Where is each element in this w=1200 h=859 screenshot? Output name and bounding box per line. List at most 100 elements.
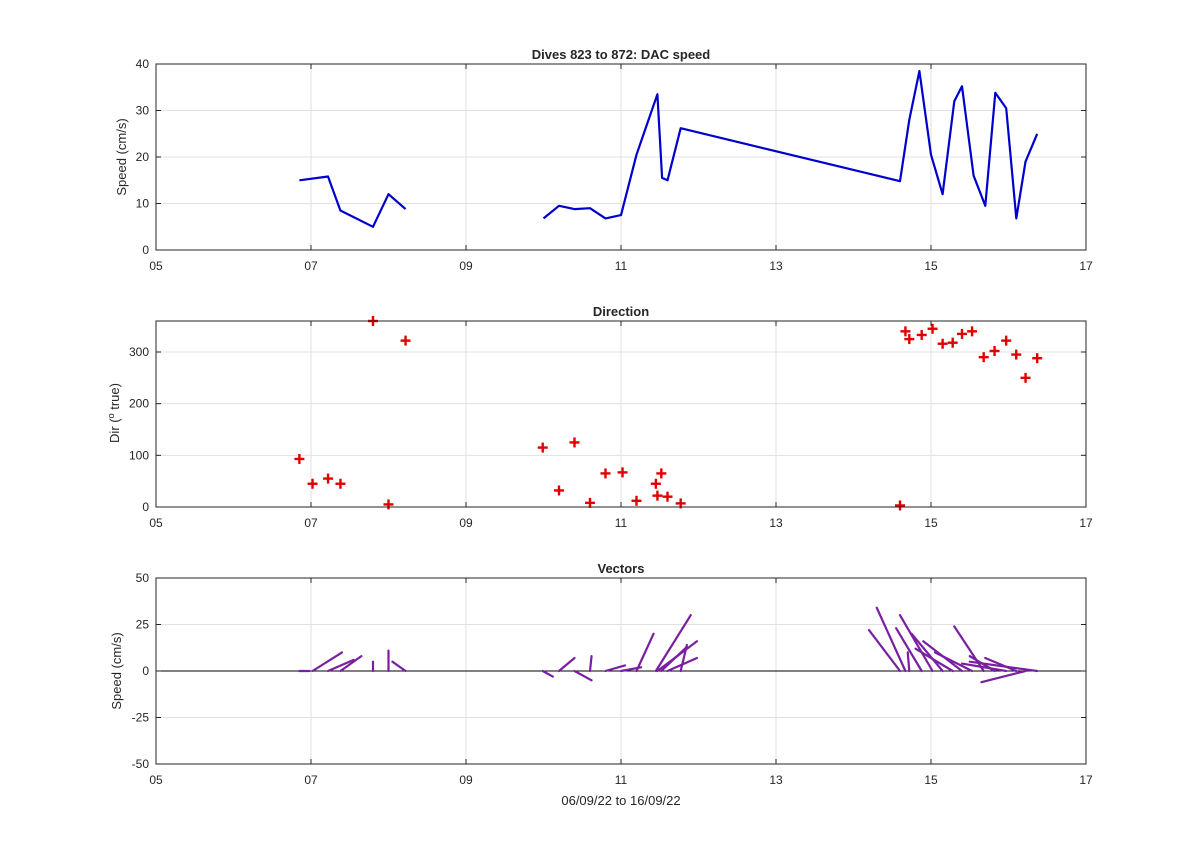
current-vector <box>619 666 643 673</box>
current-vector <box>898 614 934 673</box>
x-tick-label: 05 <box>149 516 163 530</box>
current-vector <box>339 655 363 673</box>
x-tick-label: 09 <box>459 259 473 273</box>
speed-series <box>299 69 1039 228</box>
current-vector <box>933 651 974 673</box>
direction-point <box>600 468 611 479</box>
direction-point <box>650 478 661 489</box>
direction-point <box>927 323 938 334</box>
x-tick-label: 15 <box>924 773 938 787</box>
x-tick-label: 07 <box>304 773 318 787</box>
current-vector <box>588 655 593 673</box>
x-tick-label: 17 <box>1079 259 1093 273</box>
direction-point <box>967 326 978 337</box>
direction-point <box>947 337 958 348</box>
y-tick-label: 0 <box>142 664 149 678</box>
x-tick-label: 11 <box>615 259 628 273</box>
speed-line-segment <box>299 175 407 228</box>
x-tick-label: 13 <box>769 773 783 787</box>
direction-chart-title: Direction <box>593 304 649 319</box>
direction-point <box>307 478 318 489</box>
direction-point <box>1011 349 1022 360</box>
direction-point <box>569 437 580 448</box>
direction-point <box>335 478 346 489</box>
direction-point <box>904 334 915 345</box>
x-tick-label: 09 <box>459 516 473 530</box>
direction-point <box>1001 335 1012 346</box>
current-vector <box>391 660 407 673</box>
current-vector <box>910 632 944 673</box>
x-tick-label: 17 <box>1079 516 1093 530</box>
current-vector <box>604 664 626 673</box>
y-tick-label: -25 <box>132 711 150 725</box>
y-tick-label: 300 <box>129 345 149 359</box>
direction-point <box>1020 372 1031 383</box>
direction-series <box>294 316 1043 511</box>
x-tick-label: 07 <box>304 259 318 273</box>
direction-point <box>978 352 989 363</box>
x-tick-label: 15 <box>924 516 938 530</box>
current-vector <box>960 662 1008 673</box>
direction-point <box>400 335 411 346</box>
current-vector <box>654 614 692 673</box>
y-tick-label: 10 <box>136 197 150 211</box>
direction-point <box>916 329 927 340</box>
direction-point <box>662 491 673 502</box>
direction-point <box>937 338 948 349</box>
current-vector <box>557 656 576 673</box>
direction-point <box>656 468 667 479</box>
x-tick-label: 13 <box>769 516 783 530</box>
speed-line-segment <box>542 69 1039 220</box>
current-vector <box>875 606 907 673</box>
current-vector <box>984 656 1018 673</box>
speed-y-axis-label: Speed (cm/s) <box>114 118 129 195</box>
y-tick-label: 100 <box>129 448 149 462</box>
direction-point <box>323 473 334 484</box>
y-tick-label: -50 <box>132 757 150 771</box>
current-vector <box>326 658 355 673</box>
current-vector <box>906 651 911 673</box>
current-vector <box>541 669 554 678</box>
direction-point <box>631 495 642 506</box>
direction-point <box>383 499 394 510</box>
direction-y-axis-label: Dir (o true) <box>106 383 122 443</box>
direction-point <box>989 345 1000 356</box>
y-tick-label: 0 <box>142 500 149 514</box>
current-vector <box>867 628 902 673</box>
current-vector <box>311 651 344 673</box>
x-axis-label: 06/09/22 to 16/09/22 <box>561 793 680 808</box>
direction-point <box>900 326 911 337</box>
x-tick-label: 05 <box>149 773 163 787</box>
vectors-y-axis-label: Speed (cm/s) <box>109 632 124 709</box>
y-tick-label: 50 <box>136 571 150 585</box>
direction-point <box>957 328 967 339</box>
x-tick-label: 15 <box>924 259 938 273</box>
y-tick-label: 40 <box>136 57 150 71</box>
x-tick-label: 11 <box>615 773 628 787</box>
y-tick-label: 20 <box>136 150 150 164</box>
direction-point <box>1032 353 1043 364</box>
direction-point <box>537 442 548 453</box>
y-tick-label: 25 <box>136 618 150 632</box>
current-vector <box>914 647 954 673</box>
x-tick-label: 17 <box>1079 773 1093 787</box>
x-tick-label: 07 <box>304 516 318 530</box>
x-tick-label: 11 <box>615 516 628 530</box>
current-vector <box>635 632 655 673</box>
current-vector <box>895 627 923 673</box>
direction-ticks: 05 07 09 11 13 15 17 0 100 200 300 <box>129 321 1093 530</box>
x-tick-label: 09 <box>459 773 473 787</box>
y-tick-label: 0 <box>142 243 149 257</box>
vectors-ticks: 05 07 09 11 13 15 17 -50 -25 0 25 50 <box>132 571 1093 787</box>
direction-plot-panel: 05 07 09 11 13 15 17 0 100 200 300 Direction Dir (… <box>106 304 1093 530</box>
current-vector <box>968 660 1039 673</box>
direction-point <box>585 497 595 508</box>
direction-point <box>617 467 628 478</box>
vectors-series <box>298 606 1039 684</box>
direction-point <box>895 500 905 511</box>
speed-plot-panel: 05 07 09 11 13 15 17 0 10 20 30 40 Dives 823 to 872… <box>114 47 1093 273</box>
vectors-plot-panel: 05 07 09 11 13 15 17 -50 -25 0 25 50 Vectors Speed … <box>109 561 1093 808</box>
y-tick-label: 30 <box>136 104 150 118</box>
speed-chart-title: Dives 823 to 872: DAC speed <box>532 47 711 62</box>
